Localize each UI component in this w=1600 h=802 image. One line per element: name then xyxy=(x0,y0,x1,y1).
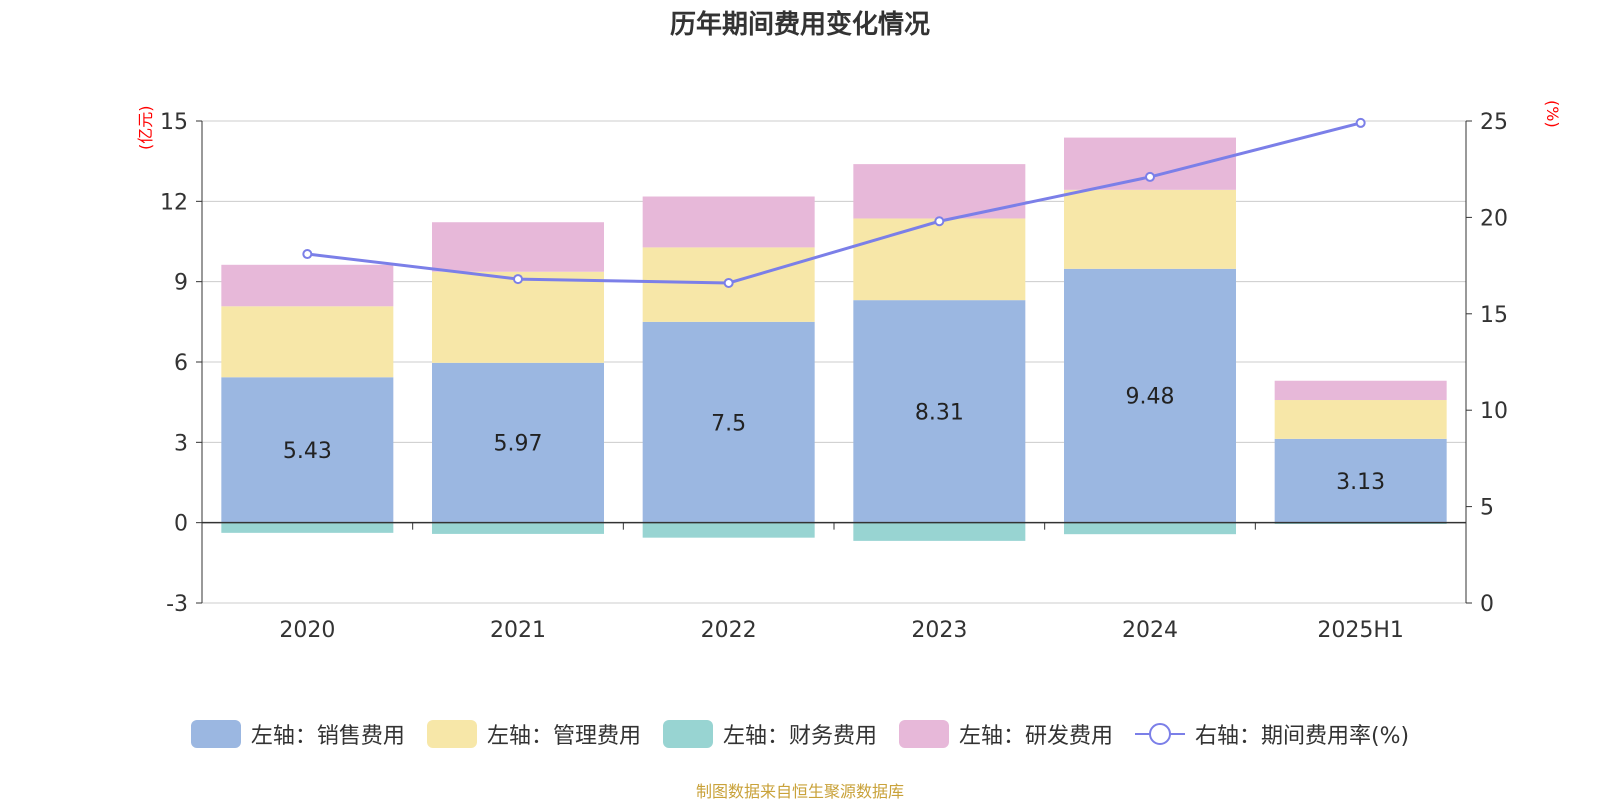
left-axis-unit: (亿元) xyxy=(136,105,155,151)
right-axis-tick-label: 0 xyxy=(1480,592,1494,617)
left-axis-tick-label: -3 xyxy=(166,592,188,617)
right-axis-tick-label: 25 xyxy=(1480,110,1508,135)
legend-swatch-admin xyxy=(426,720,477,748)
legend: 左轴：销售费用 左轴：管理费用 左轴：财务费用 左轴：研发费用 右轴：期间费用率… xyxy=(0,718,1600,750)
data-label-sales: 7.5 xyxy=(711,411,746,436)
category-label: 2025H1 xyxy=(1317,618,1404,643)
expense-ratio-point xyxy=(723,277,734,288)
bar-segment-2-2024 xyxy=(1064,522,1236,535)
bar-segment-2-2023 xyxy=(853,522,1026,541)
category-label: 2022 xyxy=(701,618,757,643)
bar-segment-0-2020 xyxy=(221,377,394,523)
legend-item-finance[interactable]: 左轴：财务费用 xyxy=(662,718,877,750)
data-label-sales: 9.48 xyxy=(1126,385,1175,410)
expense-ratio-point xyxy=(1355,117,1366,128)
legend-swatch-expense-ratio xyxy=(1134,720,1185,748)
left-axis-tick-label: 6 xyxy=(174,351,188,376)
bar-segment-1-2023 xyxy=(853,218,1026,301)
right-axis-unit: (%) xyxy=(1543,100,1562,128)
left-axis-tick-label: 12 xyxy=(160,190,188,215)
right-axis-tick-label: 10 xyxy=(1480,399,1508,424)
category-label: 2021 xyxy=(490,618,546,643)
expense-ratio-point xyxy=(513,274,523,285)
bar-segment-1-2020 xyxy=(221,306,394,378)
legend-item-expense-ratio[interactable]: 右轴：期间费用率(%) xyxy=(1134,718,1410,750)
legend-swatch-sales xyxy=(190,720,241,748)
bar-segment-1-2024 xyxy=(1064,189,1236,269)
bar-segment-0-2023 xyxy=(853,300,1026,523)
left-axis-tick-label: 15 xyxy=(160,110,188,135)
data-label-sales: 3.13 xyxy=(1336,470,1385,495)
bar-segment-2-2020 xyxy=(221,522,394,533)
bar-segment-0-2025H1 xyxy=(1274,438,1447,523)
bar-segment-0-2021 xyxy=(432,362,604,523)
legend-swatch-rd xyxy=(898,720,949,748)
legend-label-expense-ratio: 右轴：期间费用率(%) xyxy=(1194,724,1410,749)
expense-ratio-point xyxy=(934,216,945,227)
category-label: 2020 xyxy=(279,618,335,643)
bar-segment-3-2022 xyxy=(642,196,815,248)
legend-label-sales: 左轴：销售费用 xyxy=(250,724,405,749)
bar-segment-1-2025H1 xyxy=(1274,400,1447,439)
left-axis-tick-label: 9 xyxy=(174,271,188,296)
right-axis-tick-label: 20 xyxy=(1480,206,1508,231)
legend-label-admin: 左轴：管理费用 xyxy=(486,724,641,749)
bar-segment-1-2021 xyxy=(432,271,604,363)
data-label-sales: 5.43 xyxy=(283,439,332,464)
bar-segment-3-2025H1 xyxy=(1274,380,1447,401)
category-label: 2023 xyxy=(911,618,967,643)
bar-segment-0-2022 xyxy=(642,321,815,523)
expense-ratio-point xyxy=(1145,171,1155,182)
right-axis-tick-label: 5 xyxy=(1480,496,1494,521)
category-label: 2024 xyxy=(1122,618,1178,643)
left-axis-tick-label: 3 xyxy=(174,431,188,456)
bar-segment-2-2022 xyxy=(642,522,815,538)
legend-label-rd: 左轴：研发费用 xyxy=(958,724,1113,749)
legend-item-rd[interactable]: 左轴：研发费用 xyxy=(898,718,1113,750)
legend-swatch-finance xyxy=(662,720,713,748)
chart-title: 历年期间费用变化情况 xyxy=(669,10,930,40)
left-axis-tick-label: 0 xyxy=(174,512,188,537)
legend-label-finance: 左轴：财务费用 xyxy=(722,724,877,749)
data-label-sales: 8.31 xyxy=(915,400,964,425)
bar-segment-3-2020 xyxy=(221,264,394,307)
bar-segment-3-2023 xyxy=(853,164,1026,219)
data-label-sales: 5.97 xyxy=(494,432,543,457)
expense-ratio-point xyxy=(302,249,313,260)
legend-item-sales[interactable]: 左轴：销售费用 xyxy=(190,718,405,750)
right-axis-tick-label: 15 xyxy=(1480,303,1508,328)
expense-ratio-line xyxy=(307,121,1362,285)
bar-segment-2-2021 xyxy=(432,522,604,534)
bar-segment-3-2024 xyxy=(1064,137,1236,190)
legend-item-admin[interactable]: 左轴：管理费用 xyxy=(426,718,641,750)
bar-segment-0-2024 xyxy=(1064,268,1236,523)
source-note: 制图数据来自恒生聚源数据库 xyxy=(695,782,904,801)
bar-segment-3-2021 xyxy=(432,222,604,272)
